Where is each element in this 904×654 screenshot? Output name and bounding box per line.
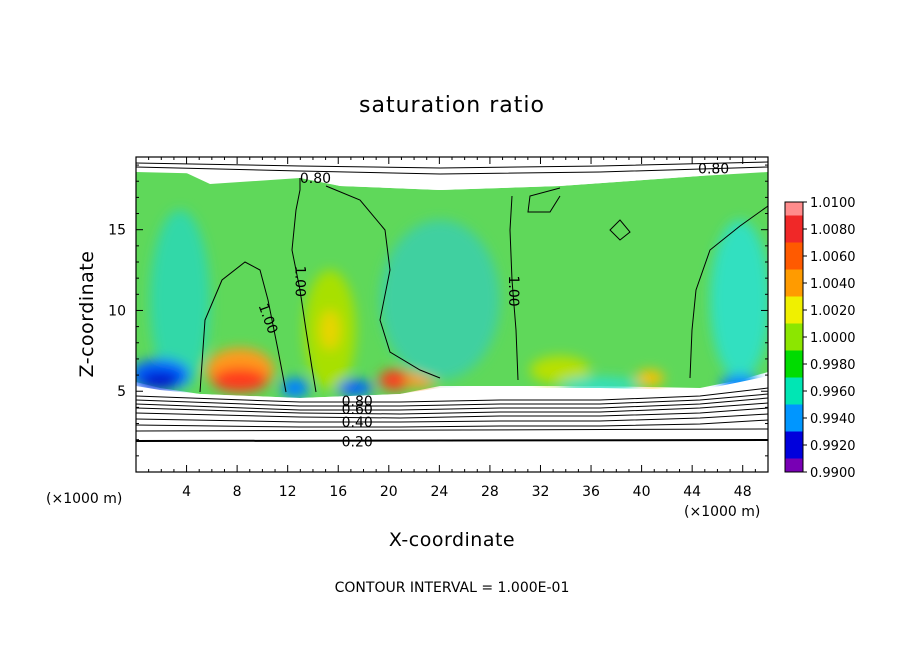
contour-label: 0.20 — [342, 434, 373, 450]
colorbar-label: 1.0080 — [810, 223, 856, 238]
colorbar-swatch — [785, 377, 803, 405]
field-texture — [136, 210, 768, 398]
x-tick-label: 16 — [329, 484, 347, 500]
colorbar-swatch — [785, 458, 803, 472]
y-tick-label: 10 — [108, 303, 126, 319]
colorbar-label: 1.0100 — [810, 196, 856, 211]
y-axis-title: Z-coordinate — [76, 251, 98, 378]
x-tick-label: 28 — [481, 484, 499, 500]
x-tick-label: 8 — [233, 484, 242, 500]
y-tick-label: 5 — [117, 384, 126, 400]
contour-label: 0.80 — [300, 171, 331, 187]
contour-label: 1.00 — [291, 266, 307, 297]
contour-label: 1.00 — [505, 275, 521, 306]
x-tick-label: 12 — [279, 484, 297, 500]
contour-label: 0.60 — [342, 402, 373, 418]
colorbar-swatch — [785, 404, 803, 432]
colorbar-swatch — [785, 323, 803, 351]
x-tick-label: 32 — [532, 484, 550, 500]
colorbar-label: 1.0000 — [810, 331, 856, 346]
y-axis-unit: (×1000 m) — [46, 491, 122, 507]
plot-area: 0.800.801.001.001.000.800.600.400.20 — [136, 157, 768, 472]
contour-lines — [136, 161, 768, 442]
colorbar-label: 1.0040 — [810, 277, 856, 292]
colorbar-swatch — [785, 202, 803, 216]
colorbar-label: 0.9900 — [810, 466, 856, 481]
x-tick-label: 48 — [734, 484, 752, 500]
colorbar-label: 0.9980 — [810, 358, 856, 373]
chart-title: saturation ratio — [359, 93, 545, 118]
x-axis-unit: (×1000 m) — [684, 504, 760, 520]
contour-label: 0.80 — [342, 394, 373, 410]
colorbar-swatch — [785, 431, 803, 459]
contour-label: 0.40 — [342, 415, 373, 431]
colorbar-swatch — [785, 215, 803, 243]
y-tick-label: 15 — [108, 223, 126, 239]
x-tick-label: 40 — [633, 484, 651, 500]
x-tick-label: 4 — [182, 484, 191, 500]
colorbar-swatch — [785, 269, 803, 297]
colorbar: 1.0100 1.0080 1.0060 1.0040 1.0020 1.0000 0.99… — [784, 196, 856, 481]
colorbar-swatch — [785, 350, 803, 378]
colorbar-swatch — [785, 242, 803, 270]
colorbar-label: 0.9960 — [810, 385, 856, 400]
contour-label: 0.80 — [698, 161, 729, 177]
x-axis-title: X-coordinate — [389, 529, 515, 551]
x-tick-label: 44 — [683, 484, 701, 500]
x-tick-label: 24 — [430, 484, 448, 500]
x-tick-label: 36 — [582, 484, 600, 500]
contour-interval-note: CONTOUR INTERVAL = 1.000E-01 — [335, 580, 570, 596]
colorbar-label: 1.0020 — [810, 304, 856, 319]
colorbar-label: 0.9920 — [810, 439, 856, 454]
colorbar-label: 1.0060 — [810, 250, 856, 265]
x-tick-label: 20 — [380, 484, 398, 500]
colorbar-label: 0.9940 — [810, 412, 856, 427]
colorbar-swatch — [785, 296, 803, 324]
